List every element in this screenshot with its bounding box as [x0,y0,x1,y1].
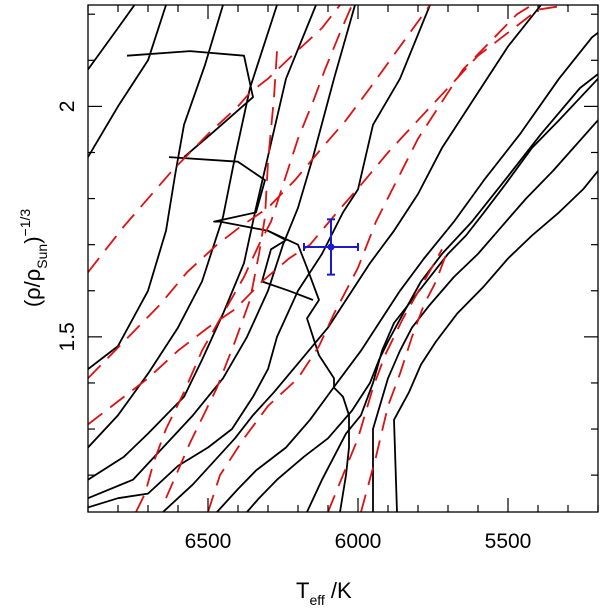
dashed-track-line [165,51,278,499]
isochrone-line [88,5,136,71]
isochrone-line [88,5,356,500]
dashed-track-line [88,5,569,426]
x-tick-label: 5500 [485,530,532,553]
isochrone-line [88,5,431,509]
dashed-track-line [207,5,533,512]
isochrone-line [219,220,350,512]
y-tick-label: 1.5 [56,322,79,351]
dashed-track-line [327,248,443,512]
dashed-track-line [360,248,449,512]
isochrone-line [88,5,224,370]
dashed-track-line [88,5,431,379]
y-axis-label: (ρ/ρSun)−1/3 [17,209,50,308]
isochrone-line [393,170,598,512]
isochrone-line [306,78,598,512]
isochrone-line [88,5,317,481]
y-tick-label: 2 [56,101,79,113]
observation-layer [303,218,359,276]
isochrone-line [126,50,254,158]
isochrone-line [162,5,542,512]
curves-layer [88,5,598,512]
x-axis-label: Teff /K [296,578,352,608]
dashed-track-line [88,5,341,273]
plot-frame [87,4,599,513]
isochrone-line [372,119,598,512]
observation-point [327,243,335,251]
isochrone-line [246,73,598,512]
dashed-track-line [135,5,353,512]
isochrone-line [88,5,167,158]
x-tick-label: 6000 [335,530,382,553]
isochrone-line [216,31,598,512]
ticks-layer: 6500 6000 5500 1.5 2 [56,5,599,553]
isochrone-line [168,156,266,223]
isochrone-line [88,5,278,449]
x-tick-label: 6500 [185,530,232,553]
isochrone-line [261,230,314,301]
